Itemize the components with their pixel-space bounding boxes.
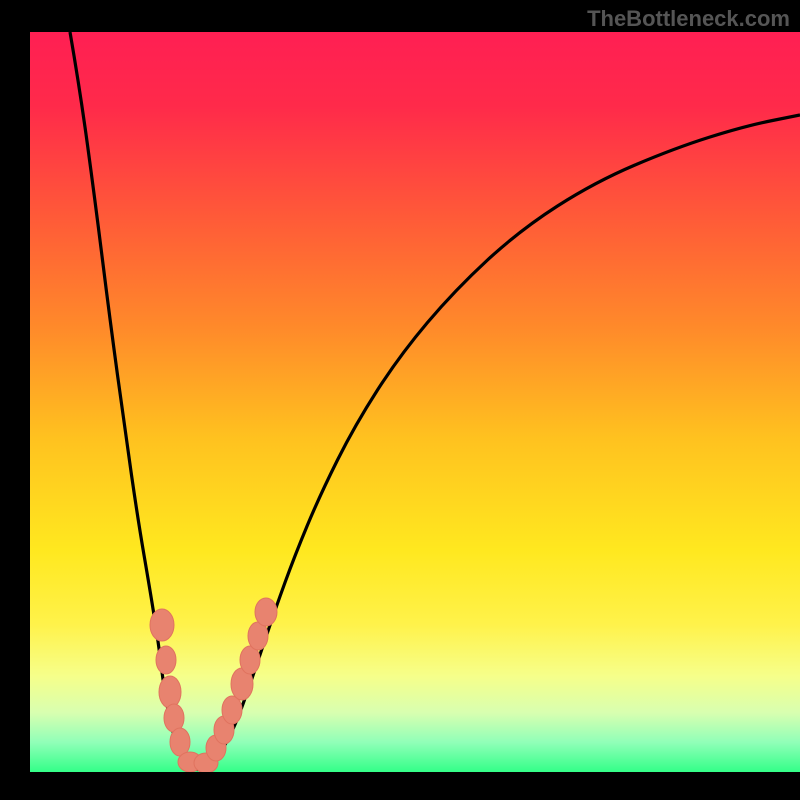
plot-area-gradient bbox=[30, 32, 800, 772]
data-marker bbox=[222, 696, 242, 724]
watermark-text: TheBottleneck.com bbox=[587, 6, 790, 32]
bottleneck-chart bbox=[0, 0, 800, 800]
data-marker bbox=[156, 646, 176, 674]
data-marker bbox=[150, 609, 174, 641]
data-marker bbox=[255, 598, 277, 626]
chart-container: TheBottleneck.com bbox=[0, 0, 800, 800]
data-marker bbox=[159, 676, 181, 708]
